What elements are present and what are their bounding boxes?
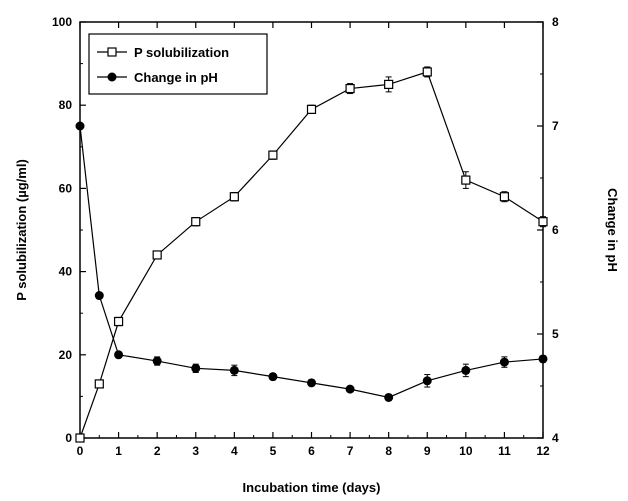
data-point <box>345 384 355 394</box>
y-left-tick-label: 40 <box>59 265 73 279</box>
data-point <box>384 79 394 90</box>
series-p-solubilization <box>75 66 548 443</box>
series-line <box>79 71 544 439</box>
data-point <box>422 376 432 386</box>
x-tick-label: 2 <box>154 444 161 458</box>
x-tick-label: 7 <box>347 444 354 458</box>
legend-box <box>88 33 268 95</box>
data-point <box>229 365 239 375</box>
x-tick-label: 0 <box>77 444 84 458</box>
x-tick-label: 5 <box>270 444 277 458</box>
x-tick-label: 8 <box>385 444 392 458</box>
y-right-tick-label: 4 <box>552 431 559 445</box>
data-point <box>191 363 201 373</box>
x-tick-label: 3 <box>192 444 199 458</box>
y-right-tick-label: 7 <box>552 119 559 133</box>
data-point <box>114 350 124 360</box>
y-right-tick-label: 5 <box>552 327 559 341</box>
x-axis-label: Incubation time (days) <box>243 480 381 495</box>
data-point <box>306 104 317 114</box>
data-point <box>94 291 104 301</box>
legend-label: Change in pH <box>134 70 218 85</box>
data-point <box>538 217 548 227</box>
data-point <box>538 354 548 364</box>
y-axis-left-label: P solubilization (µg/ml) <box>14 159 29 301</box>
data-point <box>422 67 432 77</box>
y-left-tick-label: 80 <box>59 98 73 112</box>
y-left-tick-label: 0 <box>65 431 72 445</box>
legend-marker <box>107 47 117 57</box>
data-point <box>191 217 201 227</box>
x-tick-label: 10 <box>459 444 473 458</box>
series-line <box>79 125 544 399</box>
y-right-tick-label: 8 <box>552 15 559 29</box>
legend-marker <box>107 72 117 82</box>
y-axis-right-label: Change in pH <box>605 188 620 272</box>
legend: P solubilization Change in pH <box>88 33 268 95</box>
data-point <box>345 83 355 94</box>
data-point <box>113 316 124 327</box>
data-point <box>268 150 278 160</box>
series-change-in-ph <box>75 121 548 402</box>
x-tick-label: 9 <box>424 444 431 458</box>
data-point <box>499 192 510 202</box>
x-tick-label: 1 <box>115 444 122 458</box>
data-point <box>461 365 471 375</box>
y-left-tick-label: 60 <box>59 181 73 195</box>
data-point <box>75 433 85 443</box>
data-point <box>307 378 316 388</box>
data-point <box>229 192 239 202</box>
x-tick-label: 12 <box>536 444 550 458</box>
x-tick-label: 4 <box>231 444 238 458</box>
y-left-tick-label: 100 <box>52 15 72 29</box>
x-tick-label: 6 <box>308 444 315 458</box>
data-point <box>152 250 162 260</box>
legend-label: P solubilization <box>134 45 229 60</box>
data-point <box>499 357 509 367</box>
x-tick-label: 11 <box>498 444 511 458</box>
data-point <box>461 175 471 185</box>
y-right-tick-label: 6 <box>552 223 559 237</box>
series-layer <box>75 66 548 443</box>
data-point <box>384 392 394 402</box>
data-point <box>268 372 278 382</box>
y-left-tick-label: 20 <box>59 348 73 362</box>
data-point <box>75 121 85 131</box>
data-point <box>94 379 104 389</box>
data-point <box>152 356 162 366</box>
